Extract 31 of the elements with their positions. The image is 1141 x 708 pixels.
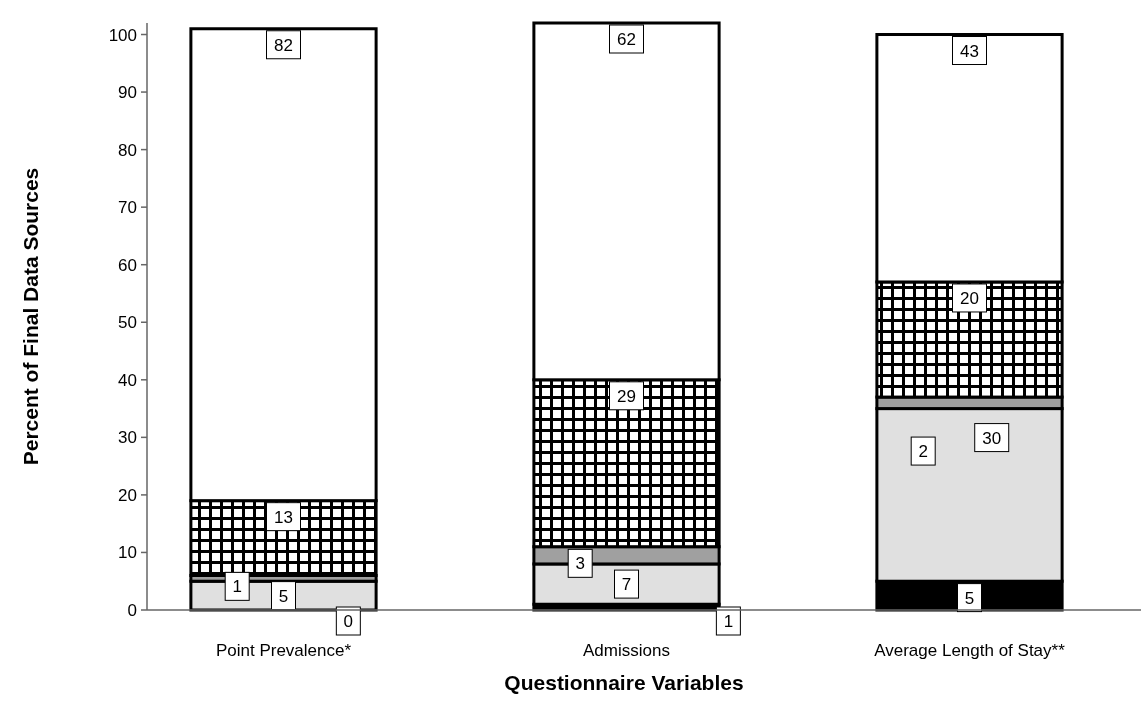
data-label: 20 — [960, 288, 979, 308]
data-label: 7 — [621, 575, 632, 595]
data-label: 29 — [617, 386, 636, 406]
x-tick-label: Point Prevalence* — [215, 641, 352, 660]
x-tick-label: Average Length of Stay** — [874, 641, 1066, 660]
data-label: 5 — [278, 586, 289, 606]
y-tick-label: 50 — [118, 313, 137, 333]
x-axis-title: Questionnaire Variables — [504, 671, 744, 694]
y-tick-label: 40 — [118, 370, 137, 390]
y-axis-title: Percent of Final Data Sources — [19, 167, 42, 466]
y-tick-label: 30 — [118, 428, 137, 448]
y-tick-label: 90 — [118, 83, 137, 103]
y-tick-label: 70 — [118, 198, 137, 218]
y-tick-label: 20 — [118, 485, 137, 505]
y-tick-label: 10 — [118, 543, 137, 563]
data-label: 1 — [723, 612, 734, 631]
y-tick-label: 60 — [118, 255, 137, 275]
data-label: 13 — [274, 507, 293, 527]
data-label: 0 — [343, 612, 354, 631]
data-label: 82 — [274, 35, 293, 55]
y-tick-label: 100 — [108, 25, 137, 45]
data-label: 43 — [960, 41, 979, 61]
y-tick-label: 80 — [118, 140, 137, 160]
data-label: 1 — [232, 577, 242, 597]
data-label: 62 — [617, 30, 636, 49]
y-tick-label: 0 — [127, 601, 137, 620]
data-label: 30 — [982, 428, 1002, 448]
data-label: 2 — [918, 442, 928, 462]
data-label: 3 — [575, 554, 585, 574]
data-label: 5 — [964, 588, 975, 608]
x-tick-label: Admissions — [583, 641, 670, 660]
